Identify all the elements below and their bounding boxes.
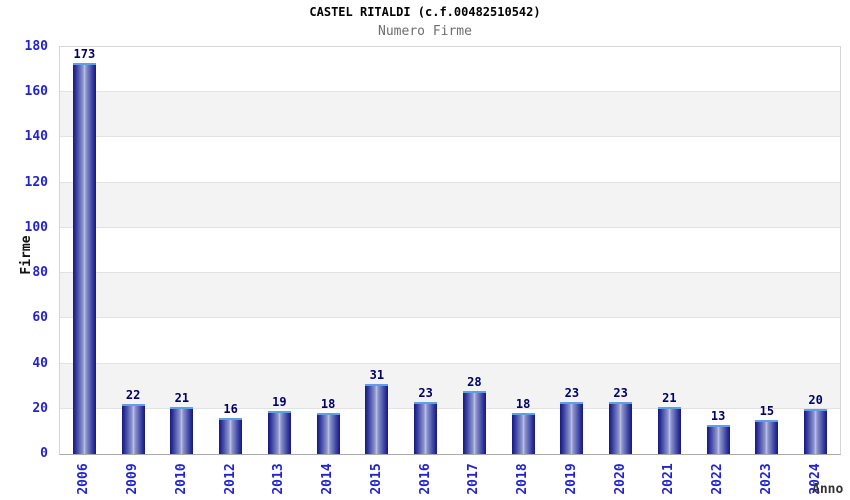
grid-line	[60, 272, 840, 274]
x-tick-label: 2014	[320, 463, 336, 495]
x-tick-label: 2020	[612, 463, 628, 495]
bar	[755, 420, 779, 454]
chart-subtitle: Numero Firme	[378, 24, 472, 39]
bar	[267, 411, 291, 454]
bar-value-label: 23	[613, 386, 628, 400]
x-tick-label: 2019	[563, 463, 579, 495]
bar-value-label: 20	[808, 392, 823, 407]
bar-value-label: 18	[320, 397, 336, 412]
x-tick-label: 2006	[76, 463, 92, 495]
y-tick-label: 60	[32, 310, 48, 326]
bar	[170, 406, 194, 454]
x-tick-label: 2018	[515, 463, 531, 495]
y-tick-label: 140	[24, 129, 48, 145]
bar-value-label: 173	[73, 46, 96, 61]
grid-line	[60, 181, 840, 183]
bar-value-label: 28	[467, 374, 482, 389]
bar-value-label: 22	[125, 388, 141, 403]
x-tick-label: 2015	[368, 463, 384, 495]
x-axis-title: Anno	[812, 482, 844, 497]
grid-band	[60, 318, 840, 364]
x-tick-label: 2021	[661, 463, 677, 495]
x-tick-label: 2022	[710, 463, 726, 495]
bar-value-label: 23	[564, 386, 580, 400]
grid-line	[60, 362, 840, 364]
grid-line	[60, 136, 840, 138]
bar-value-label: 19	[272, 395, 287, 410]
plot-area: 173 22 21 16 19 18 31 23 28 18 23 23 21 13 15 20	[59, 46, 841, 455]
grid-line	[60, 407, 840, 409]
bar-value-label: 18	[515, 397, 531, 412]
bar	[121, 404, 145, 454]
bar	[804, 408, 828, 454]
y-tick-label: 100	[24, 219, 48, 235]
bar-value-label: 21	[174, 390, 190, 405]
bar-value-label: 15	[759, 404, 775, 419]
bar	[414, 402, 438, 454]
grid-line	[60, 226, 840, 228]
bar	[219, 417, 243, 454]
bar	[706, 424, 730, 454]
y-tick-label: 120	[24, 174, 48, 190]
grid-line	[60, 317, 840, 319]
bar	[609, 402, 633, 454]
y-tick-label: 160	[24, 84, 48, 100]
y-axis-title: Firme	[19, 235, 34, 275]
bar-value-label: 16	[223, 401, 238, 416]
bar	[462, 390, 486, 454]
x-tick-label: 2016	[417, 463, 433, 495]
y-tick-label: 0	[40, 446, 48, 461]
x-tick-label: 2012	[222, 463, 238, 495]
bar	[72, 62, 96, 454]
x-tick-label: 2017	[466, 463, 482, 495]
grid-band	[60, 182, 840, 228]
y-tick-label: 20	[32, 400, 48, 416]
grid-band	[60, 47, 840, 93]
bar	[511, 413, 535, 454]
bar-value-label: 31	[369, 367, 385, 382]
x-tick-label: 2009	[125, 463, 141, 495]
bar	[316, 413, 340, 454]
y-tick-label: 80	[32, 265, 48, 281]
grid-band	[60, 273, 840, 319]
y-tick-label: 180	[24, 39, 48, 54]
y-tick-label: 40	[32, 355, 48, 371]
x-tick-label: 2013	[271, 463, 287, 495]
bar-value-label: 23	[418, 386, 433, 400]
x-tick-label: 2010	[173, 463, 189, 495]
bar-value-label: 21	[662, 390, 677, 405]
grid-band	[60, 92, 840, 138]
bar	[365, 383, 389, 454]
grid-band	[60, 137, 840, 183]
grid-band	[60, 363, 840, 409]
bar	[657, 406, 681, 454]
grid-band	[60, 227, 840, 274]
grid-line	[60, 91, 840, 93]
bar	[560, 402, 584, 454]
chart-title: CASTEL RITALDI (c.f.00482510542)	[309, 5, 541, 19]
bar-value-label: 13	[710, 408, 726, 423]
x-tick-label: 2023	[758, 463, 774, 495]
